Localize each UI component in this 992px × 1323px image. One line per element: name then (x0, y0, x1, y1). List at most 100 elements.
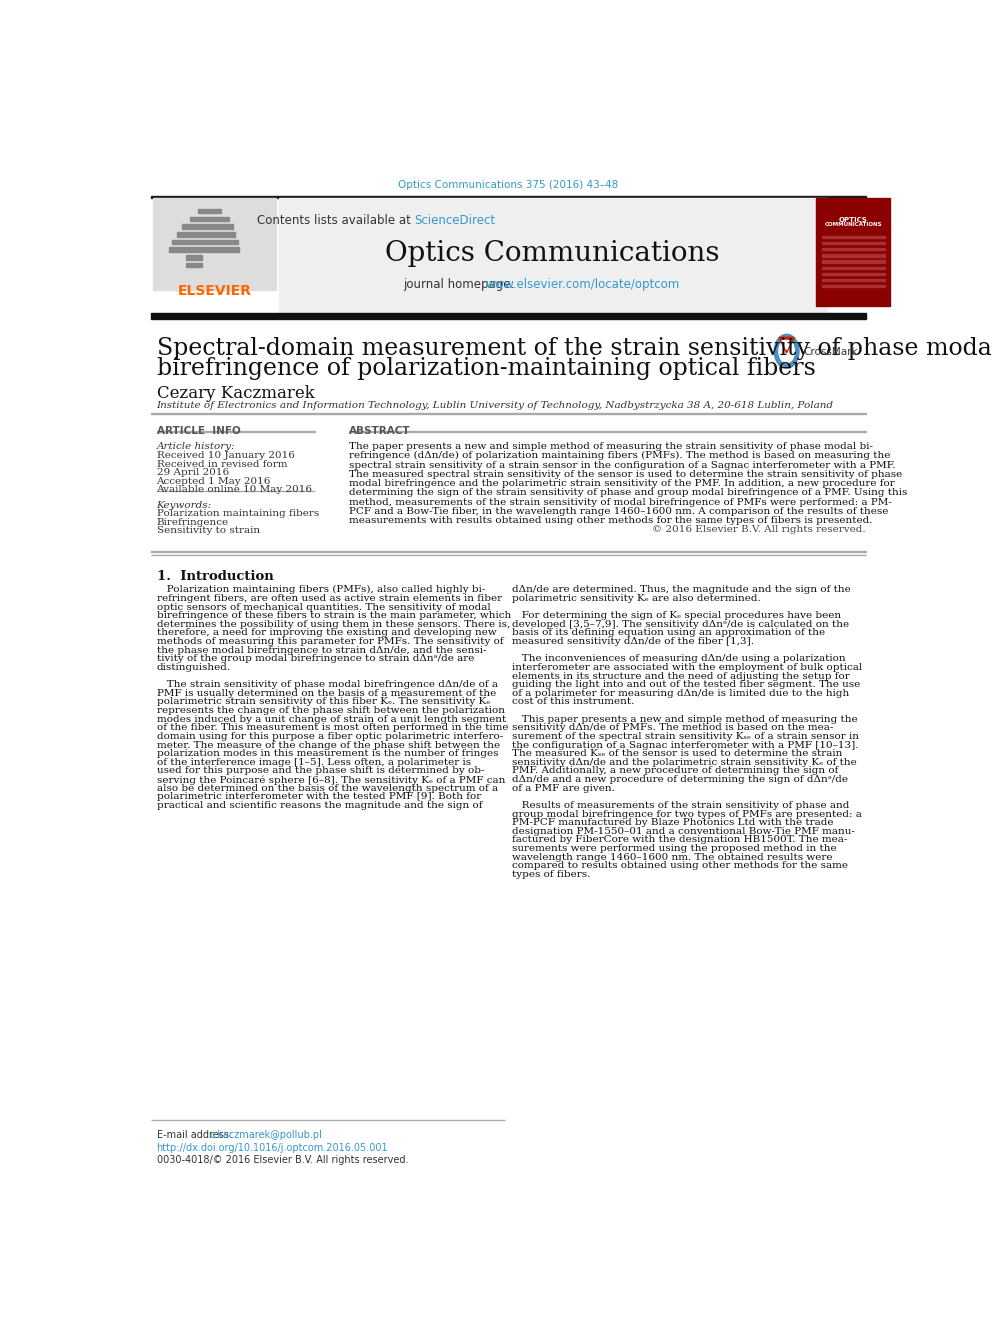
Text: developed [3,5–7,9]. The sensitivity dΔnᵊ/de is calculated on the: developed [3,5–7,9]. The sensitivity dΔn… (512, 620, 848, 628)
Bar (189, 217, 228, 221)
Polygon shape (782, 340, 792, 349)
Text: measurements with results obtained using other methods for the same types of fib: measurements with results obtained using… (349, 516, 872, 525)
Bar (183, 224, 232, 229)
Ellipse shape (774, 335, 799, 368)
Text: methods of measuring this parameter for PMFs. The sensitivity of: methods of measuring this parameter for … (157, 638, 503, 646)
Text: represents the change of the phase shift between the polarization: represents the change of the phase shift… (157, 706, 505, 714)
Bar (821, 242, 885, 245)
Bar (151, 196, 866, 198)
Text: method, measurements of the strain sensitivity of modal birefringence of PMFs we: method, measurements of the strain sensi… (349, 497, 892, 507)
Bar (197, 209, 221, 213)
Text: refringence (dΔn/de) of polarization maintaining fibers (PMFs). The method is ba: refringence (dΔn/de) of polarization mai… (349, 451, 890, 460)
Text: used for this purpose and the phase shift is determined by ob-: used for this purpose and the phase shif… (157, 766, 484, 775)
Bar (821, 266, 885, 269)
Text: ABSTRACT: ABSTRACT (349, 426, 411, 437)
Text: Contents lists available at: Contents lists available at (257, 214, 415, 228)
Bar (816, 198, 891, 306)
Text: birefringence of polarization-maintaining optical fibers: birefringence of polarization-maintainin… (157, 357, 815, 381)
Text: optic sensors of mechanical quantities. The sensitivity of modal: optic sensors of mechanical quantities. … (157, 602, 490, 611)
Text: wavelength range 1460–1600 nm. The obtained results were: wavelength range 1460–1600 nm. The obtai… (512, 853, 832, 861)
Text: of the interference image [1–5]. Less often, a polarimeter is: of the interference image [1–5]. Less of… (157, 758, 470, 767)
Text: domain using for this purpose a fiber optic polarimetric interfero-: domain using for this purpose a fiber op… (157, 732, 503, 741)
Text: CrossMark: CrossMark (803, 347, 857, 357)
Text: PCF and a Bow-Tie fiber, in the wavelength range 1460–1600 nm. A comparison of t: PCF and a Bow-Tie fiber, in the waveleng… (349, 507, 888, 516)
Text: dΔn/de are determined. Thus, the magnitude and the sign of the: dΔn/de are determined. Thus, the magnitu… (512, 585, 850, 594)
Text: determining the sign of the strain sensitivity of phase and group modal birefrin: determining the sign of the strain sensi… (349, 488, 907, 497)
Text: Birefringence: Birefringence (157, 517, 229, 527)
Polygon shape (779, 337, 795, 353)
Text: factured by FiberCore with the designation HB1500T. The mea-: factured by FiberCore with the designati… (512, 835, 847, 844)
Text: Optics Communications: Optics Communications (385, 239, 720, 267)
Bar (821, 284, 885, 287)
Text: of the fiber. This measurement is most often performed in the time: of the fiber. This measurement is most o… (157, 724, 508, 733)
Text: 29 April 2016: 29 April 2016 (157, 468, 229, 478)
Text: types of fibers.: types of fibers. (512, 871, 590, 878)
Text: http://dx.doi.org/10.1016/j.optcom.2016.05.001: http://dx.doi.org/10.1016/j.optcom.2016.… (157, 1143, 388, 1152)
Bar (151, 312, 866, 319)
Text: PMF. Additionally, a new procedure of determining the sign of: PMF. Additionally, a new procedure of de… (512, 766, 838, 775)
Text: cost of this instrument.: cost of this instrument. (512, 697, 634, 706)
Text: The paper presents a new and simple method of measuring the strain sensitivity o: The paper presents a new and simple meth… (349, 442, 873, 451)
Text: Polarization maintaining fibers: Polarization maintaining fibers (157, 509, 318, 519)
Text: Spectral-domain measurement of the strain sensitivity of phase modal: Spectral-domain measurement of the strai… (157, 337, 992, 360)
Text: group modal birefringence for two types of PMFs are presented: a: group modal birefringence for two types … (512, 810, 861, 819)
Bar (154, 198, 276, 291)
Text: sensitivity dΔn/de and the polarimetric strain sensitivity Kₑ of the: sensitivity dΔn/de and the polarimetric … (512, 758, 856, 767)
Text: birefringence of these fibers to strain is the main parameter, which: birefringence of these fibers to strain … (157, 611, 511, 620)
Text: guiding the light into and out of the tested fiber segment. The use: guiding the light into and out of the te… (512, 680, 860, 689)
Text: distinguished.: distinguished. (157, 663, 231, 672)
Text: designation PM-1550–01 and a conventional Bow-Tie PMF manu-: designation PM-1550–01 and a conventiona… (512, 827, 854, 836)
Text: © 2016 Elsevier B.V. All rights reserved.: © 2016 Elsevier B.V. All rights reserved… (652, 525, 866, 534)
Text: of a polarimeter for measuring dΔn/de is limited due to the high: of a polarimeter for measuring dΔn/de is… (512, 689, 849, 697)
Text: ARTICLE  INFO: ARTICLE INFO (157, 426, 240, 437)
Text: elements in its structure and the need of adjusting the setup for: elements in its structure and the need o… (512, 672, 849, 680)
Text: Results of measurements of the strain sensitivity of phase and: Results of measurements of the strain se… (512, 800, 849, 810)
Text: of a PMF are given.: of a PMF are given. (512, 783, 614, 792)
Text: The measured Kₛₑ of the sensor is used to determine the strain: The measured Kₛₑ of the sensor is used t… (512, 749, 842, 758)
Ellipse shape (779, 340, 795, 363)
Text: For determining the sign of Kₑ special procedures have been: For determining the sign of Kₑ special p… (512, 611, 840, 620)
Text: sensitivity dΔn/de of PMFs. The method is based on the mea-: sensitivity dΔn/de of PMFs. The method i… (512, 724, 833, 733)
Text: basis of its defining equation using an approximation of the: basis of its defining equation using an … (512, 628, 824, 638)
Text: interferometer are associated with the employment of bulk optical: interferometer are associated with the e… (512, 663, 862, 672)
Text: Received in revised form: Received in revised form (157, 460, 287, 468)
Text: the configuration of a Sagnac interferometer with a PMF [10–13].: the configuration of a Sagnac interferom… (512, 741, 858, 750)
Text: Received 10 January 2016: Received 10 January 2016 (157, 451, 295, 460)
Text: surement of the spectral strain sensitivity Kₛₑ of a strain sensor in: surement of the spectral strain sensitiv… (512, 732, 858, 741)
Bar (821, 254, 885, 257)
Text: Cezary Kaczmarek: Cezary Kaczmarek (157, 385, 314, 402)
Bar (821, 261, 885, 263)
Bar (821, 235, 885, 238)
Text: www.elsevier.com/locate/optcom: www.elsevier.com/locate/optcom (485, 278, 680, 291)
Text: Available online 10 May 2016: Available online 10 May 2016 (157, 486, 312, 495)
Bar (279, 198, 827, 312)
Text: Optics Communications 375 (2016) 43–48: Optics Communications 375 (2016) 43–48 (398, 180, 619, 191)
Text: modes induced by a unit change of strain of a unit length segment: modes induced by a unit change of strain… (157, 714, 506, 724)
Text: The inconveniences of measuring dΔn/de using a polarization: The inconveniences of measuring dΔn/de u… (512, 655, 845, 663)
Text: Institute of Electronics and Information Technology, Lublin University of Techno: Institute of Electronics and Information… (157, 401, 833, 410)
Text: PM-PCF manufactured by Blaze Photonics Ltd with the trade: PM-PCF manufactured by Blaze Photonics L… (512, 818, 833, 827)
Text: determines the possibility of using them in these sensors. There is,: determines the possibility of using them… (157, 620, 510, 628)
Text: meter. The measure of the change of the phase shift between the: meter. The measure of the change of the … (157, 741, 500, 750)
Text: polarimetric interferometer with the tested PMF [9]. Both for: polarimetric interferometer with the tes… (157, 792, 481, 802)
Text: OPTICS: OPTICS (839, 217, 868, 222)
Text: Keywords:: Keywords: (157, 500, 211, 509)
Text: serving the Poincaré sphere [6–8]. The sensitivity Kₑ of a PMF can: serving the Poincaré sphere [6–8]. The s… (157, 775, 505, 785)
Text: spectral strain sensitivity of a strain sensor in the configuration of a Sagnac : spectral strain sensitivity of a strain … (349, 460, 895, 470)
Text: therefore, a need for improving the existing and developing new: therefore, a need for improving the exis… (157, 628, 496, 638)
Text: polarization modes in this measurement is the number of fringes: polarization modes in this measurement i… (157, 749, 498, 758)
Text: c.kaczmarek@pollub.pl: c.kaczmarek@pollub.pl (209, 1130, 322, 1140)
Text: modal birefringence and the polarimetric strain sensitivity of the PMF. In addit: modal birefringence and the polarimetric… (349, 479, 895, 488)
Text: Accepted 1 May 2016: Accepted 1 May 2016 (157, 476, 271, 486)
Text: E-mail address:: E-mail address: (157, 1130, 235, 1140)
Text: ELSEVIER: ELSEVIER (178, 284, 252, 298)
Text: Article history:: Article history: (157, 442, 235, 451)
Bar (821, 273, 885, 275)
Text: PMF is usually determined on the basis of a measurement of the: PMF is usually determined on the basis o… (157, 689, 496, 697)
Bar (177, 232, 235, 237)
Text: Polarization maintaining fibers (PMFs), also called highly bi-: Polarization maintaining fibers (PMFs), … (157, 585, 485, 594)
Bar (169, 247, 239, 251)
Text: tivity of the group modal birefringence to strain dΔnᵊ/de are: tivity of the group modal birefringence … (157, 655, 474, 663)
Text: ScienceDirect: ScienceDirect (415, 214, 496, 228)
Text: polarimetric sensitivity Kₑ are also determined.: polarimetric sensitivity Kₑ are also det… (512, 594, 760, 603)
